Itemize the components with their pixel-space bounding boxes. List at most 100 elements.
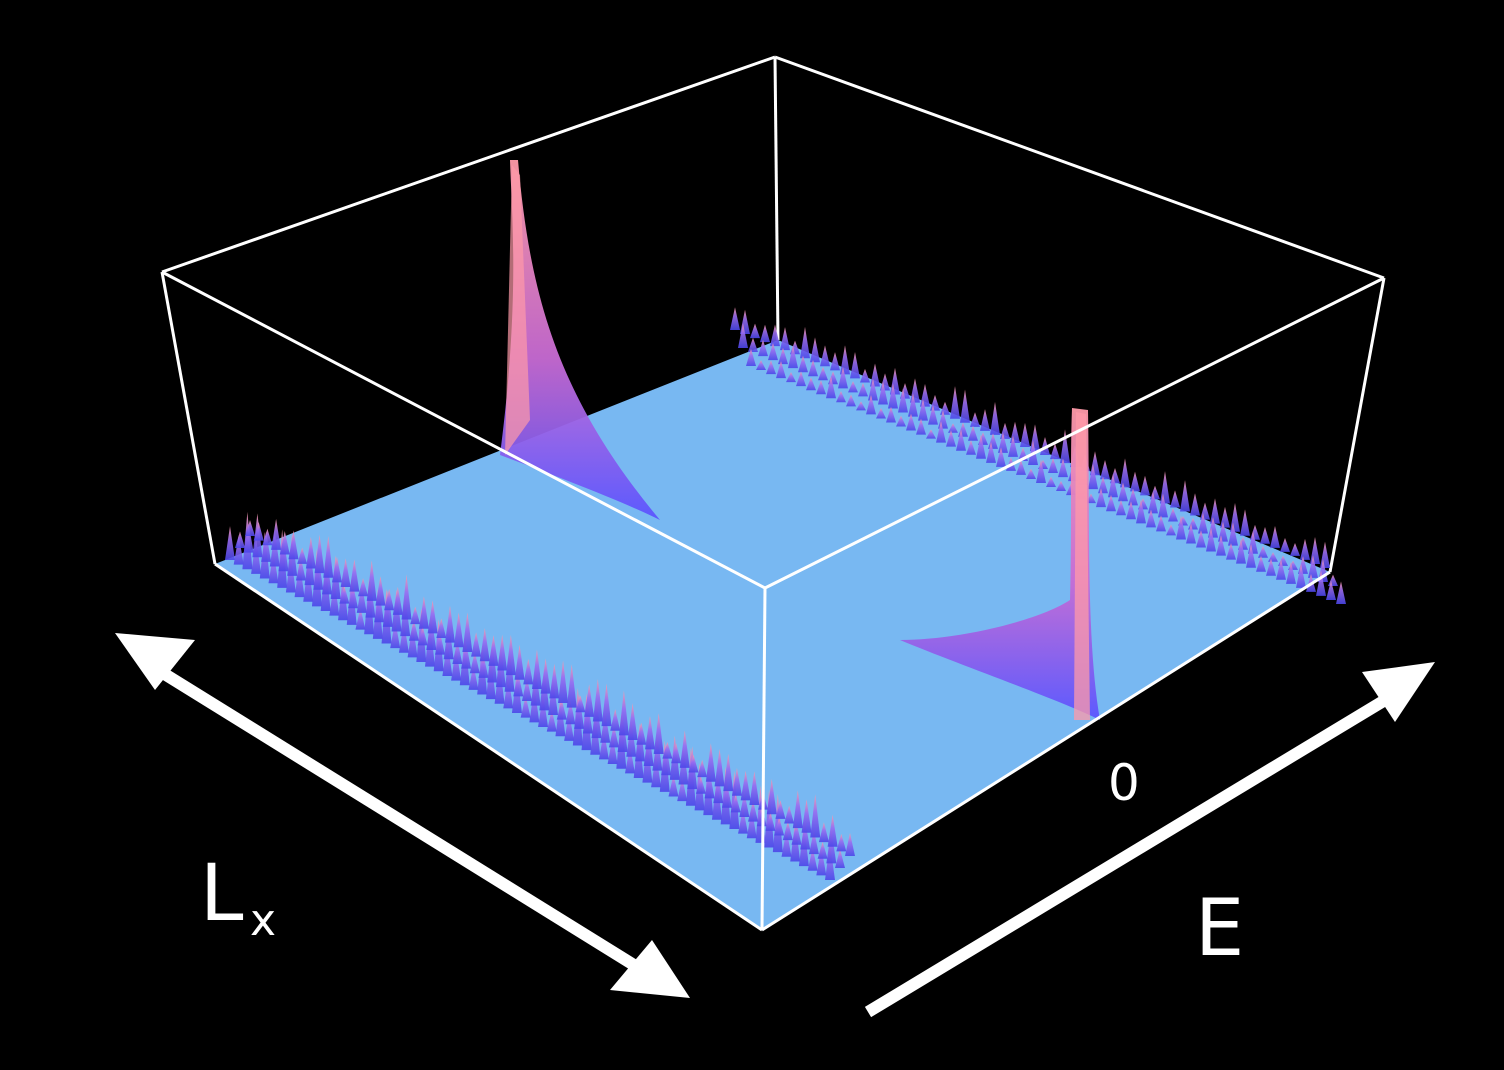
- edge-state-spike: [1050, 443, 1060, 460]
- edge-state-spike: [356, 584, 367, 613]
- edge-state-spike: [636, 722, 647, 745]
- edge-state-spike: [610, 709, 621, 731]
- edge-state-spike: [1106, 495, 1116, 512]
- edge-state-spike: [671, 743, 682, 764]
- edge-state-spike: [1308, 555, 1318, 578]
- edge-state-spike: [870, 363, 880, 387]
- edge-state-spike: [714, 748, 725, 787]
- edge-state-spike: [926, 429, 936, 439]
- edge-state-spike: [890, 367, 900, 395]
- zero-mode-peak-left: [500, 160, 660, 520]
- edge-state-spike: [435, 632, 445, 655]
- edge-state-spike: [846, 394, 856, 407]
- edge-state-spike: [1130, 471, 1140, 492]
- edge-state-spike: [856, 401, 866, 411]
- edge-state-spike: [1310, 537, 1320, 564]
- edge-state-spike: [840, 345, 850, 375]
- edge-state-spike: [806, 377, 816, 391]
- edge-state-spike: [1098, 476, 1108, 494]
- edge-state-spike: [1228, 522, 1238, 546]
- edge-state-spike: [898, 388, 908, 413]
- edge-state-spike: [796, 371, 806, 387]
- edge-state-spike: [1250, 524, 1260, 540]
- edge-state-spike: [565, 700, 576, 725]
- edge-state-spike: [1290, 542, 1300, 556]
- edge-state-spike: [910, 378, 920, 403]
- edge-state-spike: [627, 703, 638, 741]
- edge-state-spike: [1116, 500, 1126, 516]
- edge-state-spike: [1300, 538, 1310, 560]
- edge-state-spike: [679, 730, 690, 768]
- edge-state-spike: [1328, 574, 1338, 586]
- edge-state-spike: [601, 683, 612, 727]
- edge-state-spike: [836, 391, 846, 403]
- edge-state-spike: [540, 658, 551, 694]
- edge-state-spike: [625, 745, 635, 774]
- edge-state-spike: [497, 634, 508, 671]
- edge-state-spike: [1156, 515, 1166, 532]
- edge-state-spike: [452, 640, 463, 664]
- edge-state-spike: [546, 709, 557, 732]
- edge-state-spike: [838, 367, 848, 389]
- edge-state-spike: [314, 534, 325, 574]
- edge-state-ridge-back: [730, 307, 1346, 604]
- edge-state-spike: [462, 612, 473, 652]
- edge-state-spike: [986, 442, 996, 463]
- edge-state-spike: [1146, 509, 1156, 528]
- edge-state-spike: [1016, 460, 1026, 475]
- edge-state-spike: [1056, 480, 1066, 492]
- e-arrow: [864, 662, 1435, 1018]
- edge-state-spike: [758, 339, 768, 357]
- edge-state-spike: [765, 812, 776, 831]
- edge-state-spike: [1060, 429, 1070, 464]
- edge-state-spike: [575, 695, 586, 713]
- edge-state-spike: [713, 776, 724, 804]
- edge-state-spike: [417, 626, 428, 646]
- edge-state-spike: [1170, 490, 1180, 508]
- edge-state-spike: [820, 345, 830, 367]
- edge-state-spike: [976, 434, 986, 459]
- edge-state-spike: [960, 389, 970, 423]
- edge-state-spike: [768, 342, 778, 361]
- edge-state-spike: [288, 530, 299, 560]
- edge-state-spike: [906, 413, 916, 431]
- edge-state-spike: [1100, 460, 1110, 480]
- edge-state-spike: [514, 644, 525, 680]
- e-tick-zero: 0: [1108, 754, 1140, 812]
- edge-state-spike: [808, 360, 818, 377]
- edge-state-spike: [1096, 488, 1106, 508]
- edge-state-spike: [1226, 543, 1236, 560]
- edge-state-spike: [662, 741, 673, 759]
- edge-state-spike: [782, 821, 793, 841]
- edge-state-spike: [1218, 521, 1228, 542]
- edge-state-spike: [384, 589, 395, 611]
- edge-state-spike: [816, 380, 826, 395]
- edge-state-spike: [1276, 559, 1286, 580]
- edge-state-spike: [531, 649, 542, 690]
- edge-state-spike: [1256, 555, 1266, 572]
- edge-state-spike: [766, 779, 777, 815]
- edge-state-spike: [928, 405, 938, 425]
- edge-state-spike: [916, 418, 926, 435]
- edge-state-spike: [786, 372, 796, 383]
- edge-state-spike: [468, 664, 479, 690]
- edge-state-spike: [1196, 530, 1206, 548]
- edge-state-spike: [677, 777, 688, 802]
- edge-state-spike: [584, 684, 595, 717]
- edge-state-spike: [331, 556, 342, 583]
- edge-state-spike: [461, 643, 472, 669]
- box-back-edges: [160, 55, 1386, 573]
- edge-state-spike: [756, 360, 766, 371]
- edge-state-spike: [608, 724, 619, 748]
- edge-state-spike: [469, 652, 480, 674]
- edge-state-spike: [503, 676, 514, 709]
- edge-state-spike: [810, 794, 821, 838]
- edge-state-spike: [774, 817, 785, 836]
- edge-state-spike: [1186, 523, 1196, 544]
- edge-state-spike: [936, 421, 946, 443]
- edge-state-spike: [1246, 544, 1256, 568]
- edge-state-spike: [970, 412, 980, 427]
- edge-state-spike: [775, 800, 786, 819]
- edge-state-spike: [770, 324, 780, 347]
